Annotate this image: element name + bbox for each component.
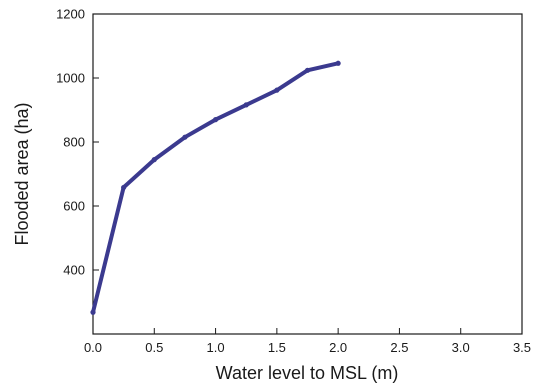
data-point — [274, 87, 280, 93]
y-tick-label: 400 — [63, 263, 85, 278]
x-tick-label: 2.0 — [329, 340, 347, 355]
series-layer — [90, 60, 341, 315]
x-tick-label: 1.0 — [207, 340, 225, 355]
x-axis-title: Water level to MSL (m) — [216, 363, 399, 383]
x-axis: 0.0 0.5 1.0 1.5 2.0 2.5 3.0 3.5 — [84, 328, 531, 355]
data-point — [121, 184, 127, 191]
data-point — [335, 60, 341, 66]
data-point — [212, 117, 219, 123]
x-tick-label: 0.5 — [145, 340, 163, 355]
y-tick-label: 800 — [63, 135, 85, 150]
x-tick-label: 3.0 — [452, 340, 470, 355]
y-tick-label: 1200 — [56, 7, 85, 22]
plot-area-frame — [92, 13, 523, 335]
data-point — [182, 134, 188, 140]
y-axis: 400 600 800 1000 1200 — [56, 7, 99, 278]
y-tick-label: 600 — [63, 199, 85, 214]
x-tick-label: 3.5 — [513, 340, 531, 355]
x-tick-label: 0.0 — [84, 340, 102, 355]
data-point — [304, 67, 311, 73]
data-point — [90, 309, 96, 315]
x-tick-label: 1.5 — [268, 340, 286, 355]
data-point — [151, 157, 157, 163]
data-point — [243, 102, 249, 108]
y-tick-label: 1000 — [56, 71, 85, 86]
y-axis-title: Flooded area (ha) — [12, 102, 32, 245]
series-line — [91, 61, 341, 315]
x-tick-label: 2.5 — [390, 340, 408, 355]
